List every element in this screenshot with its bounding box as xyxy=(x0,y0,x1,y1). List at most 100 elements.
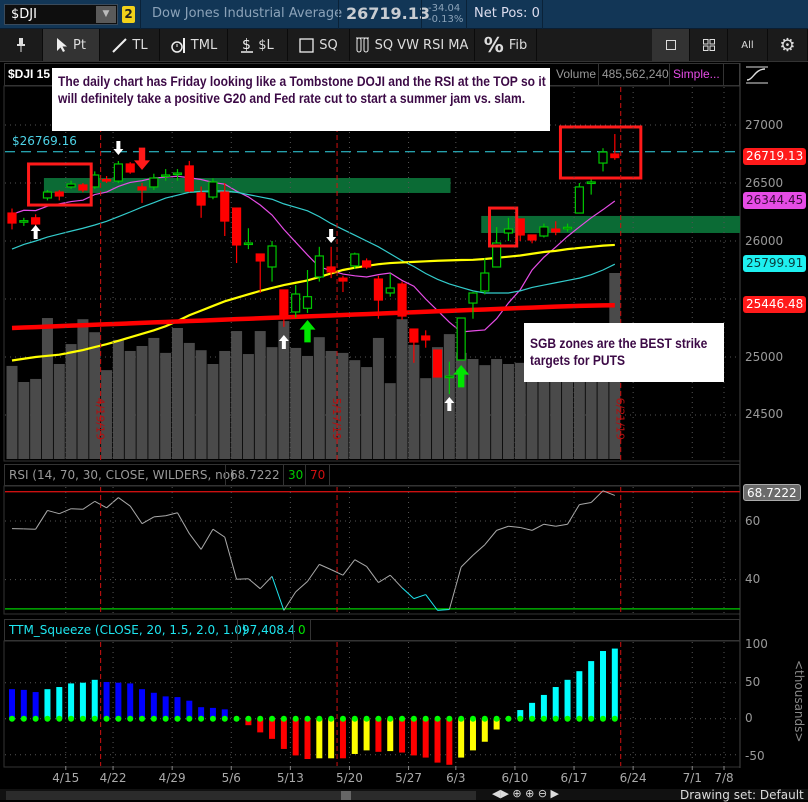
annotation-note-zones[interactable]: SGB zones are the BEST strike targets fo… xyxy=(524,323,724,382)
ttm-histogram-bar xyxy=(446,719,452,765)
ttm-histogram-bar xyxy=(470,719,476,751)
rsi-line-segment xyxy=(390,575,402,588)
arrow-up-icon xyxy=(300,320,316,342)
ttm-histogram-bar xyxy=(281,719,287,749)
drawing-set-label[interactable]: Drawing set: Default xyxy=(680,789,804,801)
rsi-line-segment xyxy=(556,524,568,526)
volume-bar xyxy=(7,366,18,459)
ttm-squeeze-dot xyxy=(316,716,322,722)
ttm-squeeze-dot xyxy=(9,716,15,722)
ttm-squeeze-dot xyxy=(553,716,559,722)
ttm-squeeze-dot xyxy=(435,716,441,722)
volume-bar xyxy=(361,367,372,459)
ttm-squeeze-dot xyxy=(21,716,27,722)
candle-body xyxy=(256,254,264,261)
rsi-line-segment xyxy=(142,517,154,524)
volume-bar xyxy=(467,359,478,459)
rsi-line-segment xyxy=(201,529,213,549)
rsi-line-segment xyxy=(438,609,450,610)
candle-body xyxy=(20,221,28,223)
scrollbar-thumb[interactable] xyxy=(341,791,351,800)
ttm-histogram-bar xyxy=(163,696,169,718)
volume-bar xyxy=(219,351,230,459)
ttm-squeeze-dot xyxy=(222,716,228,722)
candle-body xyxy=(434,350,442,377)
candle-body xyxy=(599,152,607,163)
ttm-histogram-bar xyxy=(115,683,121,719)
ttm-squeeze-value: 0 xyxy=(293,620,311,641)
ttm-title[interactable]: TTM_Squeeze (CLOSE, 20, 1.5, 2.0, 1.0) xyxy=(5,620,251,641)
volume-bar xyxy=(77,319,88,459)
rsi-line-segment xyxy=(449,567,461,609)
rsi-line-segment xyxy=(473,545,485,556)
volume-bar xyxy=(397,319,408,459)
volume-bar xyxy=(255,331,266,459)
ttm-histogram-bar xyxy=(458,719,464,758)
ttm-squeeze-dot xyxy=(600,716,606,722)
ttm-squeeze-dot xyxy=(127,716,133,722)
annotation-note-top[interactable]: The daily chart has Friday looking like … xyxy=(52,68,550,131)
date-axis-label: 6/3 xyxy=(446,771,465,785)
candle-body xyxy=(280,290,288,318)
ttm-squeeze-dot xyxy=(565,716,571,722)
ttm-squeeze-dot xyxy=(446,716,452,722)
candle-body xyxy=(79,185,87,190)
arrow-down-icon xyxy=(113,141,123,155)
candle-body xyxy=(138,187,146,190)
ttm-squeeze-dot xyxy=(104,716,110,722)
ttm-squeeze-dot xyxy=(198,716,204,722)
rsi-axis-label: 40 xyxy=(745,572,760,586)
price-axis-label: 26000 xyxy=(745,234,783,248)
rsi-title[interactable]: RSI (14, 70, 30, CLOSE, WILDERS, no) xyxy=(5,465,239,486)
ttm-squeeze-dot xyxy=(163,716,169,722)
ttm-squeeze-dot xyxy=(68,716,74,722)
date-axis-label: 4/15 xyxy=(52,771,79,785)
volume-bar xyxy=(444,334,455,459)
volume-bar xyxy=(207,364,218,459)
ttm-squeeze-dot xyxy=(210,716,216,722)
annotation-text: SGB zones are the BEST strike targets fo… xyxy=(530,335,728,369)
rsi-line-segment xyxy=(532,524,544,530)
rsi-line-segment xyxy=(508,526,520,527)
date-axis-label: 6/17 xyxy=(561,771,588,785)
ttm-squeeze-dot xyxy=(269,716,275,722)
rsi-line-segment xyxy=(177,513,189,534)
rsi-line-segment xyxy=(355,560,367,567)
rsi-line-segment xyxy=(319,564,331,569)
volume-bar xyxy=(30,379,41,459)
time-scrollbar[interactable] xyxy=(6,791,476,800)
zoom-icons[interactable]: ◀▶ ⊕ ⊕ ⊖ ▶ xyxy=(492,787,559,800)
ttm-squeeze-dot xyxy=(115,716,121,722)
candle-body xyxy=(481,273,489,291)
rsi-line-segment xyxy=(237,579,249,580)
ttm-squeeze-dot xyxy=(33,716,39,722)
volume-bar xyxy=(503,364,514,459)
candle-body xyxy=(422,336,430,340)
date-axis-label: 4/29 xyxy=(159,771,186,785)
arrow-down-icon xyxy=(326,229,336,243)
candle-body xyxy=(185,166,193,191)
ttm-histogram-bar xyxy=(411,719,417,756)
price-axis-scale-icon[interactable] xyxy=(745,65,769,85)
ttm-axis-label: 100 xyxy=(745,637,768,651)
ttm-histogram-bar xyxy=(565,680,571,719)
rsi-line-segment xyxy=(284,592,296,610)
price-plot: 4/19/195/17/196/21/19 xyxy=(5,125,740,459)
candle-body xyxy=(552,229,560,232)
ttm-histogram-bar xyxy=(269,719,275,739)
ttm-histogram-bar xyxy=(139,689,145,719)
candle-body xyxy=(540,227,548,236)
ttm-histogram-bar xyxy=(305,719,311,759)
volume-bar xyxy=(18,382,29,459)
candle-body xyxy=(564,227,572,229)
rsi-line-segment xyxy=(47,510,59,513)
ttm-histogram-bar xyxy=(588,661,594,719)
ttm-squeeze-dot xyxy=(375,716,381,722)
rsi-line-segment xyxy=(225,537,237,579)
ttm-value: 97,408.4 xyxy=(237,620,299,641)
volume-bar xyxy=(290,348,301,459)
rsi-line-segment xyxy=(272,576,284,610)
ttm-histogram-bar xyxy=(541,695,547,719)
candle-body xyxy=(386,288,394,293)
ttm-axis-label: 0 xyxy=(745,711,753,725)
